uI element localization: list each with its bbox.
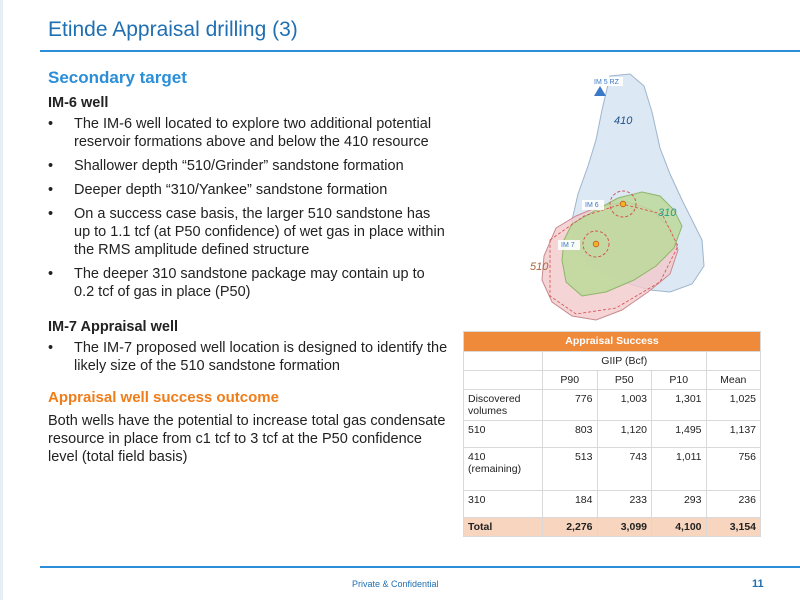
im6-label-box (582, 200, 604, 210)
confidential-label: Private & Confidential (352, 579, 439, 589)
im6-well-dot (619, 200, 627, 208)
table-cell: 1,495 (651, 420, 707, 448)
row-label: 410 (remaining) (463, 447, 543, 491)
table-cell: 1,120 (596, 420, 652, 448)
field-310-outline (561, 191, 683, 297)
table-row: 410 (remaining) 513 743 1,011 756 (463, 447, 761, 491)
table-cell: 184 (542, 490, 598, 518)
field-410-label: 410 (614, 115, 633, 127)
table-group-header: GIIP (Bcf) (542, 351, 707, 371)
table-cell: 743 (596, 447, 652, 491)
im7-label-box (558, 240, 580, 250)
table-cell: 3,099 (596, 517, 652, 537)
table-cell: 293 (651, 490, 707, 518)
main-content: Secondary target IM-6 well The IM-6 well… (48, 68, 448, 466)
table-cell: 756 (705, 447, 761, 491)
im6-radius-circle (609, 190, 637, 218)
im6-label: IM 6 (585, 202, 599, 209)
im6-heading: IM-6 well (48, 95, 109, 111)
slide-title: Etinde Appraisal drilling (3) (48, 18, 298, 41)
im5rz-marker-icon (594, 86, 606, 96)
table-cell: 233 (596, 490, 652, 518)
table-cell: 513 (542, 447, 598, 491)
im7-label: IM 7 (561, 242, 575, 249)
outcome-heading: Appraisal well success outcome (48, 389, 279, 406)
table-title: Appraisal Success (463, 331, 761, 352)
footer-divider (40, 566, 800, 568)
table-row: 510 803 1,120 1,495 1,137 (463, 420, 761, 448)
secondary-target-heading: Secondary target (48, 68, 187, 87)
table-total-row: Total 2,276 3,099 4,100 3,154 (463, 517, 761, 537)
im7-bullet-list: The IM-7 proposed well location is desig… (48, 339, 448, 375)
table-title-row: Appraisal Success (463, 331, 761, 352)
table-cell: 1,025 (705, 389, 761, 421)
bullet-item: On a success case basis, the larger 510 … (48, 205, 448, 259)
field-310-label: 310 (658, 207, 677, 219)
table-cell: 2,276 (542, 517, 598, 537)
bullet-item: Deeper depth “310/Yankee” sandstone form… (48, 181, 448, 199)
im7-well-dot (592, 240, 600, 248)
appraisal-success-table: Appraisal Success GIIP (Bcf) P90 P50 P10… (463, 331, 761, 537)
im7-radius-circle (582, 230, 610, 258)
title-divider (40, 50, 800, 52)
table-cell: 1,137 (705, 420, 761, 448)
page-number: 11 (752, 578, 764, 590)
table-header-empty-cell (463, 370, 543, 390)
table-cell: 4,100 (651, 517, 707, 537)
column-header-p90: P90 (542, 370, 598, 390)
table-header-empty-cell (463, 351, 543, 371)
table-column-header-row: P90 P50 P10 Mean (463, 370, 761, 390)
table-header-empty-cell (705, 351, 761, 371)
outcome-text: Both wells have the potential to increas… (48, 413, 446, 465)
im6-bullet-list: The IM-6 well located to explore two add… (48, 115, 448, 301)
table-row: Discovered volumes 776 1,003 1,301 1,025 (463, 389, 761, 421)
bullet-item: The IM-7 proposed well location is desig… (48, 339, 448, 375)
table-row: 310 184 233 293 236 (463, 490, 761, 518)
table-cell: 1,301 (651, 389, 707, 421)
im5rz-label: IM 5 RZ (594, 79, 620, 86)
column-header-p10: P10 (651, 370, 707, 390)
table-cell: 776 (542, 389, 598, 421)
appraisal-success-table-container: Appraisal Success GIIP (Bcf) P90 P50 P10… (463, 331, 761, 537)
table-cell: 236 (705, 490, 761, 518)
table-group-header-row: GIIP (Bcf) (463, 351, 761, 371)
field-510-label: 510 (530, 261, 549, 273)
row-label: Total (463, 517, 543, 537)
table-cell: 803 (542, 420, 598, 448)
table-cell: 1,003 (596, 389, 652, 421)
bullet-item: The IM-6 well located to explore two add… (48, 115, 448, 151)
row-label: Discovered volumes (463, 389, 543, 421)
row-label: 310 (463, 490, 543, 518)
spacer (48, 309, 448, 319)
column-header-mean: Mean (705, 370, 761, 390)
row-label: 510 (463, 420, 543, 448)
bullet-item: The deeper 310 sandstone package may con… (48, 265, 448, 301)
im7-heading: IM-7 Appraisal well (48, 319, 178, 335)
im5rz-label-box (592, 77, 623, 86)
bullet-item: Shallower depth “510/Grinder” sandstone … (48, 157, 448, 175)
column-header-p50: P50 (596, 370, 652, 390)
left-accent-bar (0, 0, 3, 600)
field-map: IM 5 RZ IM 6 IM 7 410 310 510 (530, 73, 705, 321)
table-cell: 1,011 (651, 447, 707, 491)
table-cell: 3,154 (705, 517, 761, 537)
